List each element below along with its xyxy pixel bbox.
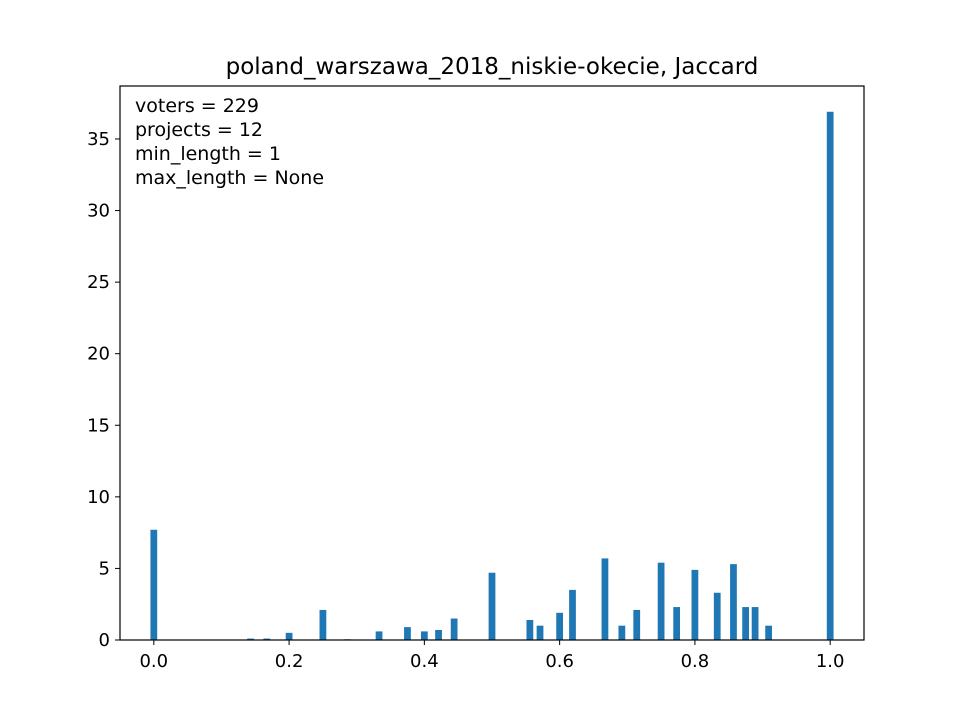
y-tick-label-0: 0 bbox=[99, 630, 110, 651]
bar-21 bbox=[691, 569, 699, 640]
bar-24 bbox=[742, 607, 750, 640]
bar-0 bbox=[150, 529, 158, 640]
annotation-voters: voters = 229 bbox=[135, 95, 259, 117]
x-tick-label-1: 0.2 bbox=[275, 651, 304, 672]
bar-16 bbox=[601, 558, 609, 640]
bar-10 bbox=[450, 618, 458, 640]
plot-frame bbox=[119, 85, 865, 641]
x-axis-ticks: 0.0 0.2 0.4 0.6 0.8 1.0 bbox=[139, 640, 845, 672]
bar-1 bbox=[247, 638, 254, 640]
bar-26 bbox=[765, 625, 773, 640]
bar-11 bbox=[488, 572, 496, 640]
x-tick-label-4: 0.8 bbox=[681, 651, 710, 672]
bar-17 bbox=[618, 625, 626, 640]
bar-9 bbox=[435, 629, 442, 640]
x-tick-label-3: 0.6 bbox=[545, 651, 574, 672]
y-axis-ticks: 0 5 10 15 20 25 30 35 bbox=[87, 129, 120, 651]
bar-23 bbox=[730, 564, 737, 640]
bar-25 bbox=[751, 607, 759, 640]
bar-15 bbox=[569, 589, 576, 640]
annotation-max-length: max_length = None bbox=[135, 167, 324, 189]
x-tick-label-5: 1.0 bbox=[816, 651, 845, 672]
bar-8 bbox=[420, 631, 428, 640]
bar-14 bbox=[556, 612, 564, 640]
x-tick-label-0: 0.0 bbox=[139, 651, 168, 672]
bar-19 bbox=[657, 562, 665, 640]
bars-group bbox=[150, 111, 834, 640]
y-tick-label-3: 15 bbox=[87, 415, 110, 436]
y-tick-label-7: 35 bbox=[87, 129, 110, 150]
y-tick-label-2: 10 bbox=[87, 487, 110, 508]
y-tick-label-4: 20 bbox=[87, 344, 110, 365]
bar-18 bbox=[633, 609, 641, 640]
annotation-projects: projects = 12 bbox=[135, 119, 263, 141]
bar-4 bbox=[319, 609, 327, 640]
chart-title: poland_warszawa_2018_niskie-okecie, Jacc… bbox=[226, 54, 759, 80]
annotation-min-length: min_length = 1 bbox=[135, 143, 281, 165]
bar-12 bbox=[526, 619, 534, 640]
y-tick-label-1: 5 bbox=[99, 558, 110, 579]
bar-7 bbox=[404, 627, 411, 640]
y-tick-label-5: 25 bbox=[87, 272, 110, 293]
bar-20 bbox=[673, 607, 681, 640]
bar-6 bbox=[375, 631, 383, 640]
bar-3 bbox=[285, 632, 293, 640]
stats-annotation: voters = 229 projects = 12 min_length = … bbox=[135, 95, 324, 189]
bar-13 bbox=[536, 625, 544, 640]
x-tick-label-2: 0.4 bbox=[410, 651, 439, 672]
y-tick-label-6: 30 bbox=[87, 201, 110, 222]
bar-27 bbox=[826, 111, 834, 640]
bar-2 bbox=[263, 638, 271, 640]
bar-22 bbox=[713, 592, 721, 640]
